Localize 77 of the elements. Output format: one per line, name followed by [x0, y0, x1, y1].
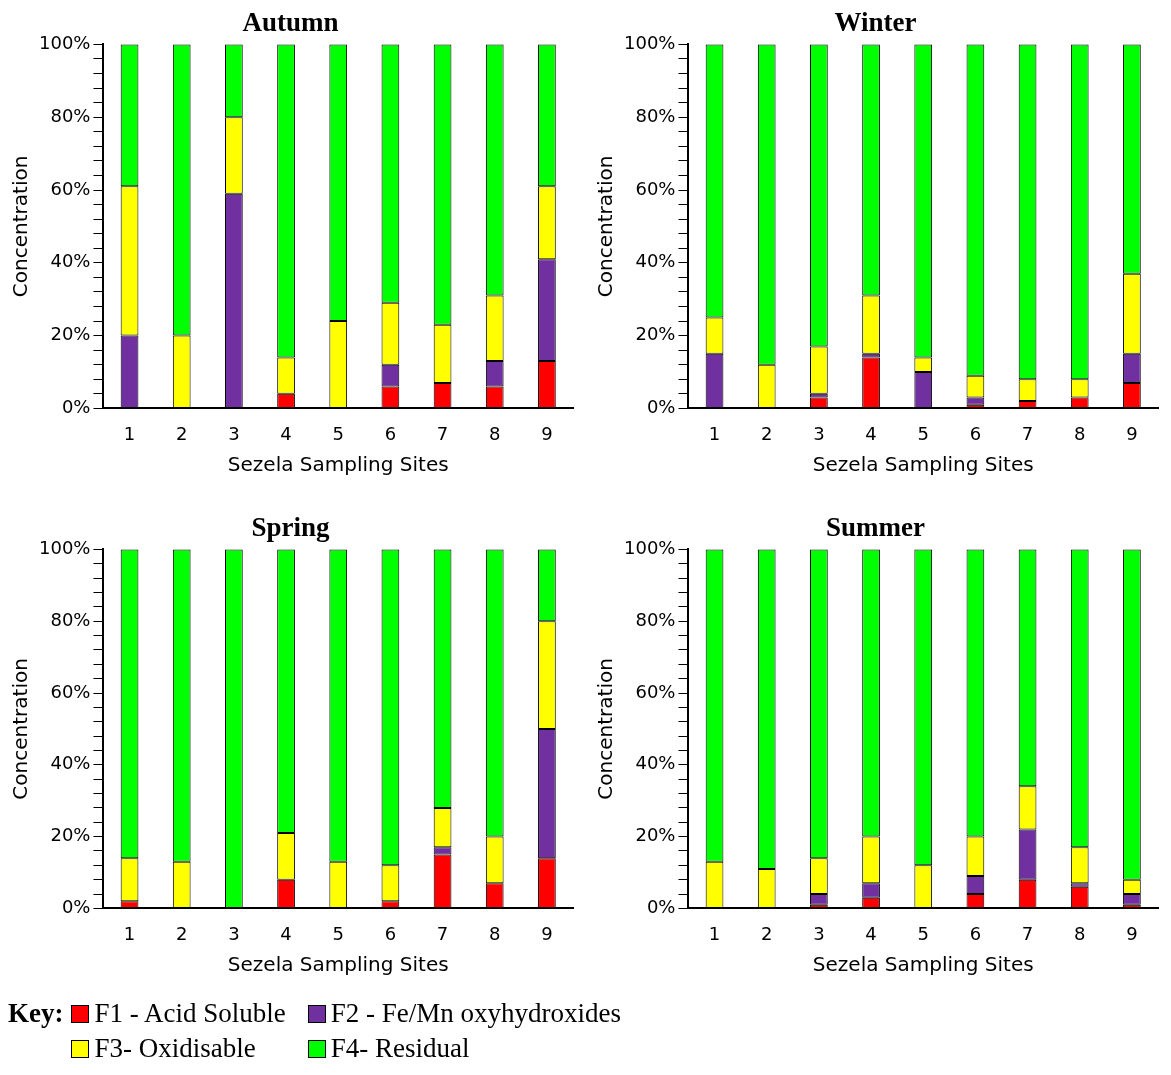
y-tick-label: 100% [38, 32, 91, 54]
y-tick-label: 60% [635, 177, 676, 199]
y-tick-label: 20% [635, 824, 676, 846]
x-axis-title: Sezela Sampling Sites [227, 952, 449, 977]
x-tick-label: 6 [969, 422, 982, 444]
x-tick-label: 9 [541, 422, 553, 444]
y-tick-label: 80% [635, 104, 676, 126]
x-tick-label: 8 [1074, 422, 1086, 444]
x-tick-label: 2 [175, 422, 188, 444]
x-tick-label: 1 [708, 422, 721, 444]
y-tick-label: 0% [61, 896, 91, 918]
x-tick-label: 4 [280, 922, 292, 944]
x-tick-label: 6 [384, 422, 397, 444]
y-axis-title: Concentration [593, 658, 618, 800]
x-tick-label: 5 [332, 422, 344, 444]
y-axis-title: Concentration [593, 155, 618, 298]
y-tick-label: 60% [635, 680, 676, 702]
y-tick-label: 40% [635, 752, 676, 774]
x-tick-label: 2 [760, 422, 773, 444]
legend-label: F1 - Acid Soluble [94, 998, 286, 1029]
y-tick-label: 40% [50, 250, 91, 272]
chart-title: Spring [251, 512, 331, 543]
y-axis-title: Concentration [8, 658, 33, 800]
x-tick-label: 5 [917, 422, 929, 444]
x-axis-title: Sezela Sampling Sites [227, 452, 449, 477]
y-tick-label: 40% [50, 752, 91, 774]
x-tick-label: 9 [541, 922, 553, 944]
legend-title: Key: [8, 998, 64, 1030]
x-tick-label: 3 [813, 422, 825, 444]
y-tick-label: 80% [50, 608, 91, 630]
y-axis-title: Concentration [8, 155, 33, 298]
x-tick-label: 9 [1126, 422, 1138, 444]
y-tick-label: 80% [635, 608, 676, 630]
x-tick-label: 3 [228, 422, 240, 444]
x-tick-label: 9 [1126, 922, 1138, 944]
y-tick-label: 100% [623, 537, 676, 559]
x-tick-label: 5 [917, 922, 929, 944]
x-tick-label: 8 [489, 922, 501, 944]
x-tick-label: 3 [228, 922, 240, 944]
y-tick-label: 20% [50, 824, 91, 846]
y-tick-label: 60% [50, 680, 91, 702]
y-tick-label: 0% [646, 896, 676, 918]
y-tick-label: 20% [635, 323, 676, 345]
y-tick-label: 80% [50, 104, 91, 126]
x-tick-label: 7 [1021, 422, 1034, 444]
legend-label: F2 - Fe/Mn oxyhydroxides [330, 998, 621, 1029]
x-axis-title: Sezela Sampling Sites [812, 452, 1034, 477]
y-tick-label: 0% [61, 396, 91, 418]
x-tick-label: 1 [708, 922, 721, 944]
x-tick-label: 8 [1074, 922, 1086, 944]
legend-label: F4- Residual [330, 1033, 470, 1064]
x-tick-label: 5 [332, 922, 344, 944]
chart-title: Summer [826, 512, 926, 543]
y-tick-label: 100% [38, 537, 91, 559]
x-tick-label: 1 [123, 922, 136, 944]
x-tick-label: 4 [865, 922, 877, 944]
y-tick-label: 60% [50, 177, 91, 199]
x-tick-label: 2 [760, 922, 773, 944]
x-tick-label: 8 [489, 422, 501, 444]
x-tick-label: 6 [969, 922, 982, 944]
x-tick-label: 4 [280, 422, 292, 444]
x-tick-label: 2 [175, 922, 188, 944]
chart-title: Autumn [242, 7, 339, 38]
x-tick-label: 7 [436, 422, 449, 444]
y-tick-label: 0% [646, 396, 676, 418]
legend-label: F3- Oxidisable [94, 1033, 256, 1064]
chart-title: Winter [834, 7, 917, 38]
y-tick-label: 40% [635, 250, 676, 272]
y-tick-label: 20% [50, 323, 91, 345]
x-tick-label: 1 [123, 422, 136, 444]
x-tick-label: 7 [1021, 922, 1034, 944]
x-axis-title: Sezela Sampling Sites [812, 952, 1034, 977]
x-tick-label: 6 [384, 922, 397, 944]
x-tick-label: 4 [865, 422, 877, 444]
x-tick-label: 7 [436, 922, 449, 944]
y-tick-label: 100% [623, 32, 676, 54]
x-tick-label: 3 [813, 922, 825, 944]
